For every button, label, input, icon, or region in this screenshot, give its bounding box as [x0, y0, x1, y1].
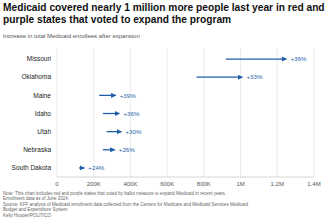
title: Medicaid covered nearly 1 million more p… [3, 2, 325, 25]
change-label: +24% [88, 164, 104, 171]
grid-line [240, 48, 241, 177]
grid-line [203, 48, 204, 177]
arrow [103, 113, 120, 114]
tick-label: 200K [87, 181, 101, 187]
arrow [226, 58, 287, 59]
category-label: Utah [37, 128, 51, 135]
category-label: Idaho [35, 110, 52, 117]
tick-label: 1.2M [271, 181, 284, 187]
grid-line [167, 48, 168, 177]
chart: Medicaid covered nearly 1 million more p… [0, 0, 330, 220]
category-label: Oklahoma [21, 73, 51, 80]
arrow [99, 95, 116, 96]
credit: Kelly Hooper/POLITICO [3, 213, 52, 218]
tick-label: 1.4M [307, 181, 320, 187]
category-label: South Dakota [12, 164, 52, 171]
category-label: Nebraska [23, 146, 51, 153]
tick-label: 1M [236, 181, 244, 187]
category-label: Maine [33, 92, 51, 99]
change-label: +26% [119, 146, 135, 153]
tick-label: 0 [55, 181, 59, 187]
source: Source: KFF analysis of Medicaid enrollm… [3, 202, 249, 212]
subtitle: Increase in total Medicaid enrollees aft… [3, 33, 140, 39]
tick-label: 600K [160, 181, 174, 187]
change-label: +39% [120, 92, 136, 99]
arrow [79, 167, 84, 168]
arrow [107, 131, 122, 132]
arrow [197, 77, 243, 78]
change-label: +30% [125, 128, 141, 135]
marks [79, 59, 286, 168]
change-label: +33% [246, 73, 262, 80]
arrow [103, 149, 115, 150]
grid-line [93, 48, 94, 177]
tick-label: 800K [197, 181, 211, 187]
category-label: Missouri [27, 55, 51, 62]
note: Note: This chart includes red and purple… [3, 191, 226, 201]
grid-line [277, 48, 278, 177]
x-axis [57, 177, 314, 178]
tick-label: 400K [123, 181, 137, 187]
change-label: +36% [123, 110, 139, 117]
grid-line [314, 48, 315, 177]
grid-line [57, 48, 58, 177]
change-label: +36% [290, 55, 306, 62]
